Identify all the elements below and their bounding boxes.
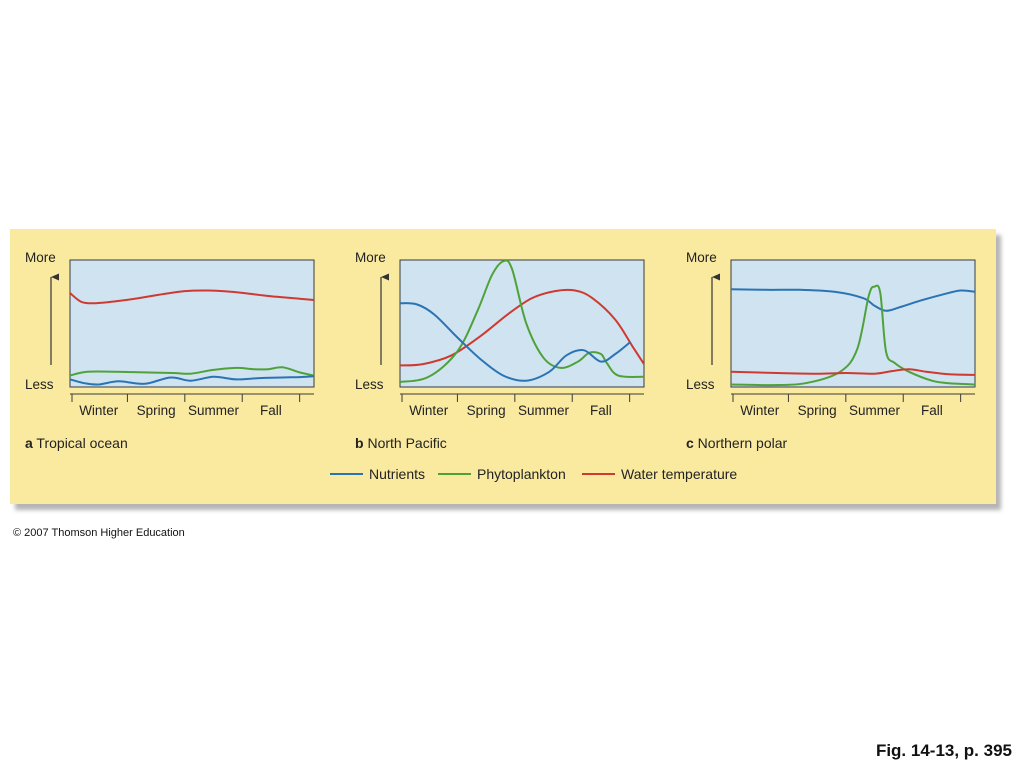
chart-panel-c: More Less Winter Spring Summer Fall c Northern… (686, 250, 976, 451)
x-tick-label-fall: Fall (590, 403, 612, 418)
series-line-water-temperature (400, 288, 644, 367)
legend-item-phytoplankton: Phytoplankton (438, 466, 566, 482)
series-line-nutrients (70, 375, 314, 386)
copyright-notice: © 2007 Thomson Higher Education (13, 527, 185, 539)
x-tick-label-spring: Spring (798, 403, 837, 418)
panel-caption: c Northern polar (686, 435, 788, 451)
x-tick-label-winter: Winter (740, 403, 780, 418)
figure-reference: Fig. 14-13, p. 395 (875, 741, 1012, 760)
plot-area (69, 259, 315, 388)
figure-panel: More Less Winter Spring Summer Fall a Tropical… (10, 229, 996, 504)
panel-letter: c (686, 435, 694, 451)
legend-label: Phytoplankton (477, 466, 566, 482)
legend-label: Water temperature (621, 466, 737, 482)
figure-svg: More Less Winter Spring Summer Fall a Tropical… (25, 250, 976, 482)
legend-label: Nutrients (369, 466, 425, 482)
x-tick-label-fall: Fall (921, 403, 943, 418)
series-line-nutrients (731, 288, 975, 312)
series-line-water-temperature (731, 368, 975, 376)
panel-title: North Pacific (364, 435, 447, 451)
y-label-less: Less (686, 377, 715, 392)
x-tick-label-spring: Spring (467, 403, 506, 418)
chart-panels: More Less Winter Spring Summer Fall a Tropical… (25, 250, 976, 451)
x-tick-label-summer: Summer (518, 403, 570, 418)
series-line-phytoplankton (70, 366, 314, 377)
panel-caption: a Tropical ocean (25, 435, 128, 451)
chart-panel-b: More Less Winter Spring Summer Fall b North Pa… (355, 250, 645, 451)
chart-panel-a: More Less Winter Spring Summer Fall a Tropical… (25, 250, 315, 451)
series-line-phytoplankton (400, 260, 644, 383)
y-label-less: Less (355, 377, 384, 392)
x-tick-label-spring: Spring (137, 403, 176, 418)
x-tick-label-summer: Summer (849, 403, 901, 418)
panel-letter: a (25, 435, 33, 451)
series-line-nutrients (400, 302, 631, 382)
plot-area (730, 259, 976, 388)
x-tick-label-winter: Winter (409, 403, 449, 418)
y-label-more: More (355, 250, 386, 265)
legend: Nutrients Phytoplankton Water temperature (330, 466, 737, 482)
panel-letter: b (355, 435, 364, 451)
series-line-water-temperature (70, 289, 314, 305)
panel-title: Northern polar (694, 435, 788, 451)
x-tick-label-fall: Fall (260, 403, 282, 418)
y-label-more: More (25, 250, 56, 265)
x-tick-label-winter: Winter (79, 403, 119, 418)
panel-title: Tropical ocean (33, 435, 128, 451)
legend-item-water-temperature: Water temperature (582, 466, 737, 482)
y-label-less: Less (25, 377, 54, 392)
plot-area (399, 259, 645, 388)
panel-caption: b North Pacific (355, 435, 447, 451)
series-line-phytoplankton (731, 284, 975, 387)
y-label-more: More (686, 250, 717, 265)
x-tick-label-summer: Summer (188, 403, 240, 418)
legend-item-nutrients: Nutrients (330, 466, 425, 482)
